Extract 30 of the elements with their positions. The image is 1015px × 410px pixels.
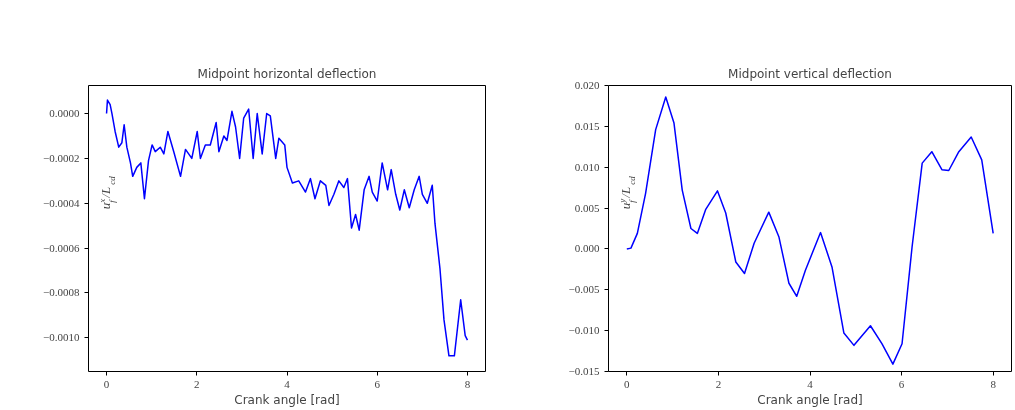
y-axis-title: ufy/Lcd	[616, 175, 637, 210]
y-tick-label: 0.020	[574, 79, 600, 91]
x-axis-title: Crank angle [rad]	[234, 392, 340, 407]
y-tick-label: −0.0004	[43, 196, 80, 209]
x-tick-label: 0	[103, 377, 110, 390]
y-tick-label: −0.0008	[43, 286, 80, 299]
x-tick-label: 2	[715, 377, 722, 390]
x-tick-label: 6	[898, 377, 905, 390]
x-axis-title: Crank angle [rad]	[757, 392, 863, 407]
y-tick-label: −0.010	[568, 324, 600, 337]
x-tick-label: 8	[464, 377, 471, 390]
y-tick-label: −0.015	[568, 365, 600, 377]
x-tick-label: 4	[807, 377, 814, 390]
x-tick-label: 0	[624, 377, 631, 390]
y-tick-label: −0.0002	[43, 151, 80, 164]
y-axis-title: ufx/Lcd	[96, 175, 117, 210]
x-tick-label: 2	[194, 377, 200, 390]
x-tick-label: 4	[284, 377, 291, 390]
y-tick-label: 0.0000	[49, 107, 80, 120]
y-tick-label: 0.010	[574, 160, 600, 173]
x-tick-label: 6	[374, 377, 381, 390]
chart-title: Midpoint vertical deflection	[728, 66, 892, 81]
x-tick-label: 8	[990, 377, 997, 390]
y-tick-label: −0.0010	[43, 331, 80, 344]
chart-title: Midpoint horizontal deflection	[197, 66, 377, 81]
y-tick-label: −0.0006	[43, 241, 80, 254]
y-tick-label: −0.005	[568, 283, 600, 296]
y-tick-label: 0.000	[574, 242, 600, 255]
y-tick-label: 0.005	[574, 201, 600, 214]
y-tick-label: 0.015	[574, 119, 600, 132]
